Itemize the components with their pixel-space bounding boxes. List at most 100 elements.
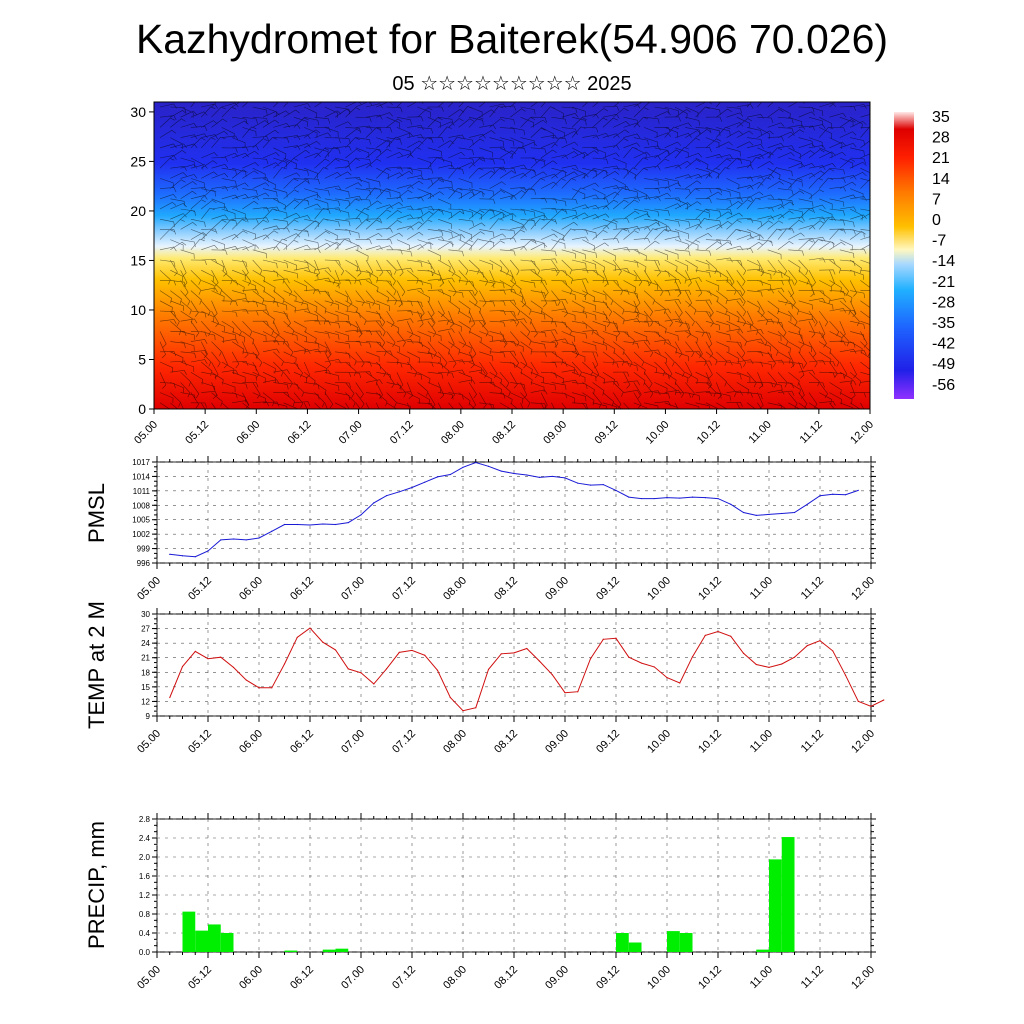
temp-point	[475, 707, 477, 709]
precip-bar	[182, 911, 196, 952]
pmsl-point	[564, 477, 566, 479]
x-tick-label: 05.00	[135, 728, 163, 756]
precip-bar	[756, 949, 769, 952]
pmsl-point	[487, 465, 490, 467]
precip-bar	[284, 950, 298, 952]
pmsl-point	[207, 550, 209, 552]
precip-bar	[667, 931, 680, 952]
x-tick-label: 08.00	[439, 419, 467, 447]
temp-point	[500, 653, 502, 655]
x-tick-label: 05.00	[135, 575, 163, 603]
pmsl-point	[781, 512, 783, 515]
temp-point	[742, 652, 745, 654]
temp-point	[398, 651, 400, 653]
temp-point	[615, 637, 617, 639]
colorbar-label: 14	[932, 171, 950, 188]
x-tick-label: 06.00	[234, 419, 262, 447]
chart-title: Kazhydromet for Baiterek(54.906 70.026)	[135, 16, 889, 62]
y-tick-label: 9	[146, 712, 151, 721]
pmsl-point	[628, 496, 630, 498]
pmsl-point	[615, 489, 617, 491]
x-tick-label: 09.12	[594, 575, 622, 603]
precip-panel: 0.0 0.4 0.8 1.2 1.6 2.0 2.4 2.8 05.00 05.12 06.00 0…	[84, 813, 877, 992]
pmsl-point	[181, 555, 184, 557]
colorbar-label: 0	[932, 212, 941, 229]
temp-point	[436, 669, 439, 671]
temp-point	[232, 666, 235, 669]
temp-point	[832, 650, 834, 652]
colorbar-label: -14	[932, 253, 955, 270]
x-tick-label: 05.12	[186, 575, 214, 603]
x-tick-label: 07.00	[337, 419, 365, 447]
colorbar-label: -49	[932, 356, 955, 373]
temp-point	[717, 630, 719, 633]
cross-section-y-axis: 0 5 10 15 20 25 30	[130, 104, 154, 417]
temp-point	[704, 634, 706, 636]
y-tick-label: 20	[130, 203, 146, 219]
y-tick-label: 21	[141, 654, 150, 663]
pmsl-point	[398, 491, 400, 493]
x-tick-label: 07.12	[388, 419, 416, 447]
pmsl-point	[232, 538, 235, 540]
precip-bar	[781, 837, 795, 952]
x-tick-label: 09.00	[541, 419, 569, 447]
pmsl-point	[679, 497, 681, 499]
x-tick-label: 09.00	[543, 964, 571, 992]
x-tick-label: 06.00	[237, 575, 265, 603]
precip-bar	[322, 949, 336, 952]
temp-point	[755, 663, 757, 666]
x-tick-label: 11.00	[746, 419, 773, 446]
cross-section-panel: 0 5 10 15 20 25 30 05.00 05.12 06.00 06.12 07.00 07…	[130, 101, 876, 447]
colorbar-strip	[894, 112, 914, 399]
y-tick-label: 30	[130, 104, 146, 120]
temp-point	[793, 656, 796, 658]
x-tick-label: 06.00	[237, 964, 265, 992]
temp-point	[768, 666, 770, 669]
colorbar-label: -21	[932, 274, 955, 291]
temp-point	[181, 665, 184, 668]
x-tick-label: 07.00	[339, 964, 367, 992]
temp-point	[602, 638, 604, 640]
pmsl-point	[449, 473, 451, 476]
temp-point	[258, 687, 260, 689]
temp-point	[589, 658, 592, 660]
temp-point	[449, 696, 451, 699]
x-tick-label: 06.00	[237, 728, 265, 756]
temp-panel: 9 12 15 18 21 24 27 30 05.00 05.12 06.00 06.12 07.00…	[84, 601, 885, 756]
temp-point	[283, 663, 286, 665]
y-tick-label: 1011	[133, 487, 151, 496]
y-tick-label: 1.2	[139, 891, 151, 900]
x-tick-label: 08.12	[492, 964, 520, 992]
x-tick-label: 11.12	[799, 964, 826, 991]
x-tick-label: 09.12	[592, 419, 620, 447]
precip-bar	[628, 942, 642, 952]
x-tick-label: 07.00	[339, 575, 367, 603]
x-tick-label: 05.12	[186, 728, 214, 756]
y-tick-label: 2.4	[139, 834, 151, 843]
x-tick-label: 10.00	[644, 419, 672, 447]
temp-point	[462, 710, 464, 712]
pmsl-point	[526, 474, 528, 476]
pmsl-point	[462, 466, 464, 468]
temp-point	[271, 687, 273, 689]
temp-point	[857, 700, 859, 703]
y-axis-label: PMSL	[84, 483, 109, 543]
x-tick-label: 08.12	[492, 728, 520, 756]
y-tick-label: 1008	[132, 501, 150, 510]
colorbar-label: -7	[932, 233, 946, 250]
pmsl-point	[347, 522, 349, 524]
pmsl-point	[742, 511, 745, 514]
y-tick-label: 24	[141, 639, 150, 648]
temp-point	[207, 658, 209, 660]
pmsl-point	[360, 514, 362, 516]
x-tick-label: 10.00	[645, 575, 673, 603]
x-tick-label: 06.12	[288, 575, 316, 603]
x-tick-label: 11.00	[748, 575, 775, 602]
chart-subtitle: 05 ☆☆☆☆☆☆☆☆☆ 2025	[392, 73, 632, 95]
x-tick-label: 09.12	[594, 964, 622, 992]
wind-barb-field	[159, 102, 870, 409]
x-tick-label: 05.00	[135, 964, 163, 992]
x-tick-label: 09.12	[594, 728, 622, 756]
temp-point	[679, 682, 681, 684]
